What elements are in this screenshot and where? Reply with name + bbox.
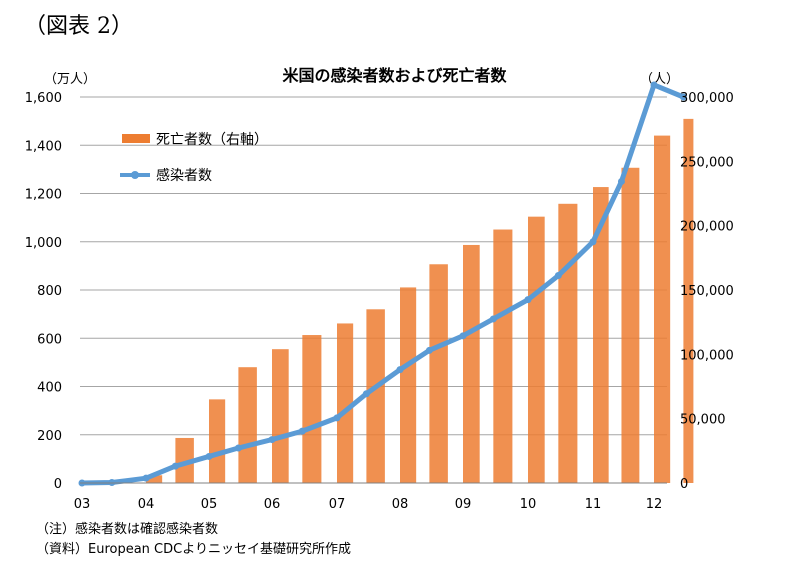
- cases-point: [333, 414, 341, 422]
- cases-point: [396, 366, 404, 374]
- legend: 死亡者数（右軸） 感染者数: [120, 132, 268, 184]
- deaths-bar: [683, 118, 694, 483]
- legend-deaths-swatch: [122, 134, 150, 143]
- cases-point: [524, 296, 532, 304]
- deaths-bar: [621, 167, 640, 483]
- y-left-tick-label: 1,400: [25, 139, 62, 154]
- deaths-bar: [337, 323, 354, 483]
- y-right-tick-label: 50,000: [680, 413, 726, 428]
- y-left-tick-label: 400: [37, 381, 62, 396]
- deaths-bar: [366, 309, 385, 483]
- figure-label: （図表 2）: [24, 14, 133, 39]
- cases-point: [617, 177, 625, 185]
- deaths-bar: [302, 335, 322, 483]
- deaths-bar: [429, 264, 448, 483]
- deaths-bars: [111, 118, 694, 484]
- cases-series-line: [81, 82, 685, 486]
- y-left-tick-label: 1,000: [25, 236, 62, 251]
- cases-point: [650, 81, 658, 89]
- legend-cases-label: 感染者数: [156, 167, 212, 184]
- y-left-tick-label: 1,600: [25, 91, 62, 106]
- x-tick-label: 11: [585, 497, 602, 512]
- footnote-source: （資料）European CDCよりニッセイ基礎研究所作成: [36, 542, 351, 557]
- cases-point: [205, 452, 213, 460]
- deaths-bar: [558, 203, 578, 483]
- chart-title: 米国の感染者数および死亡者数: [282, 66, 507, 85]
- legend-deaths-label: 死亡者数（右軸）: [156, 132, 268, 148]
- deaths-bar: [528, 216, 545, 483]
- cases-point: [298, 427, 306, 435]
- legend-cases-swatch-marker: [131, 171, 139, 179]
- deaths-bar: [146, 475, 163, 483]
- x-tick-label: 12: [646, 497, 663, 512]
- x-tick-label: 10: [520, 497, 537, 512]
- axes: 0 200 400 600 800 1,000 1,200 1,400 1,600 0 50,000…: [25, 91, 734, 512]
- y-left-tick-label: 600: [37, 332, 62, 347]
- y-right-tick-label: 150,000: [680, 284, 734, 299]
- x-tick-label: 09: [455, 497, 472, 512]
- deaths-bar: [175, 437, 194, 483]
- cases-point: [425, 346, 433, 354]
- deaths-bar: [400, 287, 417, 483]
- x-tick-label: 06: [264, 497, 281, 512]
- y-right-tick-label: 200,000: [680, 220, 734, 235]
- footnote-note: （注）感染者数は確認感染者数: [36, 522, 219, 537]
- y-right-tick-label: 100,000: [680, 348, 734, 363]
- x-tick-label: 04: [138, 497, 155, 512]
- chart-area: 0 200 400 600 800 1,000 1,200 1,400 1,600 0 50,000…: [25, 81, 734, 512]
- cases-point: [362, 390, 370, 398]
- cases-line: [78, 81, 687, 487]
- x-tick-label: 07: [329, 497, 346, 512]
- deaths-bar: [209, 399, 226, 483]
- y-right-tick-label: 300,000: [680, 91, 734, 106]
- x-tick-label: 08: [392, 497, 409, 512]
- cases-point: [142, 474, 150, 482]
- y-right-tick-label: 0: [680, 477, 688, 492]
- cases-point: [268, 436, 276, 444]
- deaths-bar: [272, 349, 289, 483]
- y-left-tick-label: 1,200: [25, 188, 62, 203]
- cases-point: [489, 315, 497, 323]
- x-tick-label: 05: [201, 497, 218, 512]
- left-axis-unit: （万人）: [44, 72, 97, 87]
- x-tick-label: 03: [74, 497, 91, 512]
- y-left-tick-label: 0: [54, 477, 62, 492]
- cases-point: [554, 272, 562, 280]
- deaths-bar: [654, 135, 671, 483]
- cases-point: [171, 462, 179, 470]
- cases-point: [679, 93, 687, 101]
- y-left-tick-label: 200: [37, 429, 62, 444]
- right-axis-unit: （人）: [640, 72, 680, 87]
- deaths-bar: [593, 187, 609, 484]
- cases-point: [459, 332, 467, 340]
- deaths-bar: [238, 367, 257, 483]
- deaths-bar: [463, 244, 480, 483]
- cases-point: [234, 444, 242, 452]
- deaths-bar: [493, 229, 513, 483]
- y-right-tick-label: 250,000: [680, 155, 734, 170]
- y-left-tick-label: 800: [37, 284, 62, 299]
- cases-point: [589, 238, 597, 246]
